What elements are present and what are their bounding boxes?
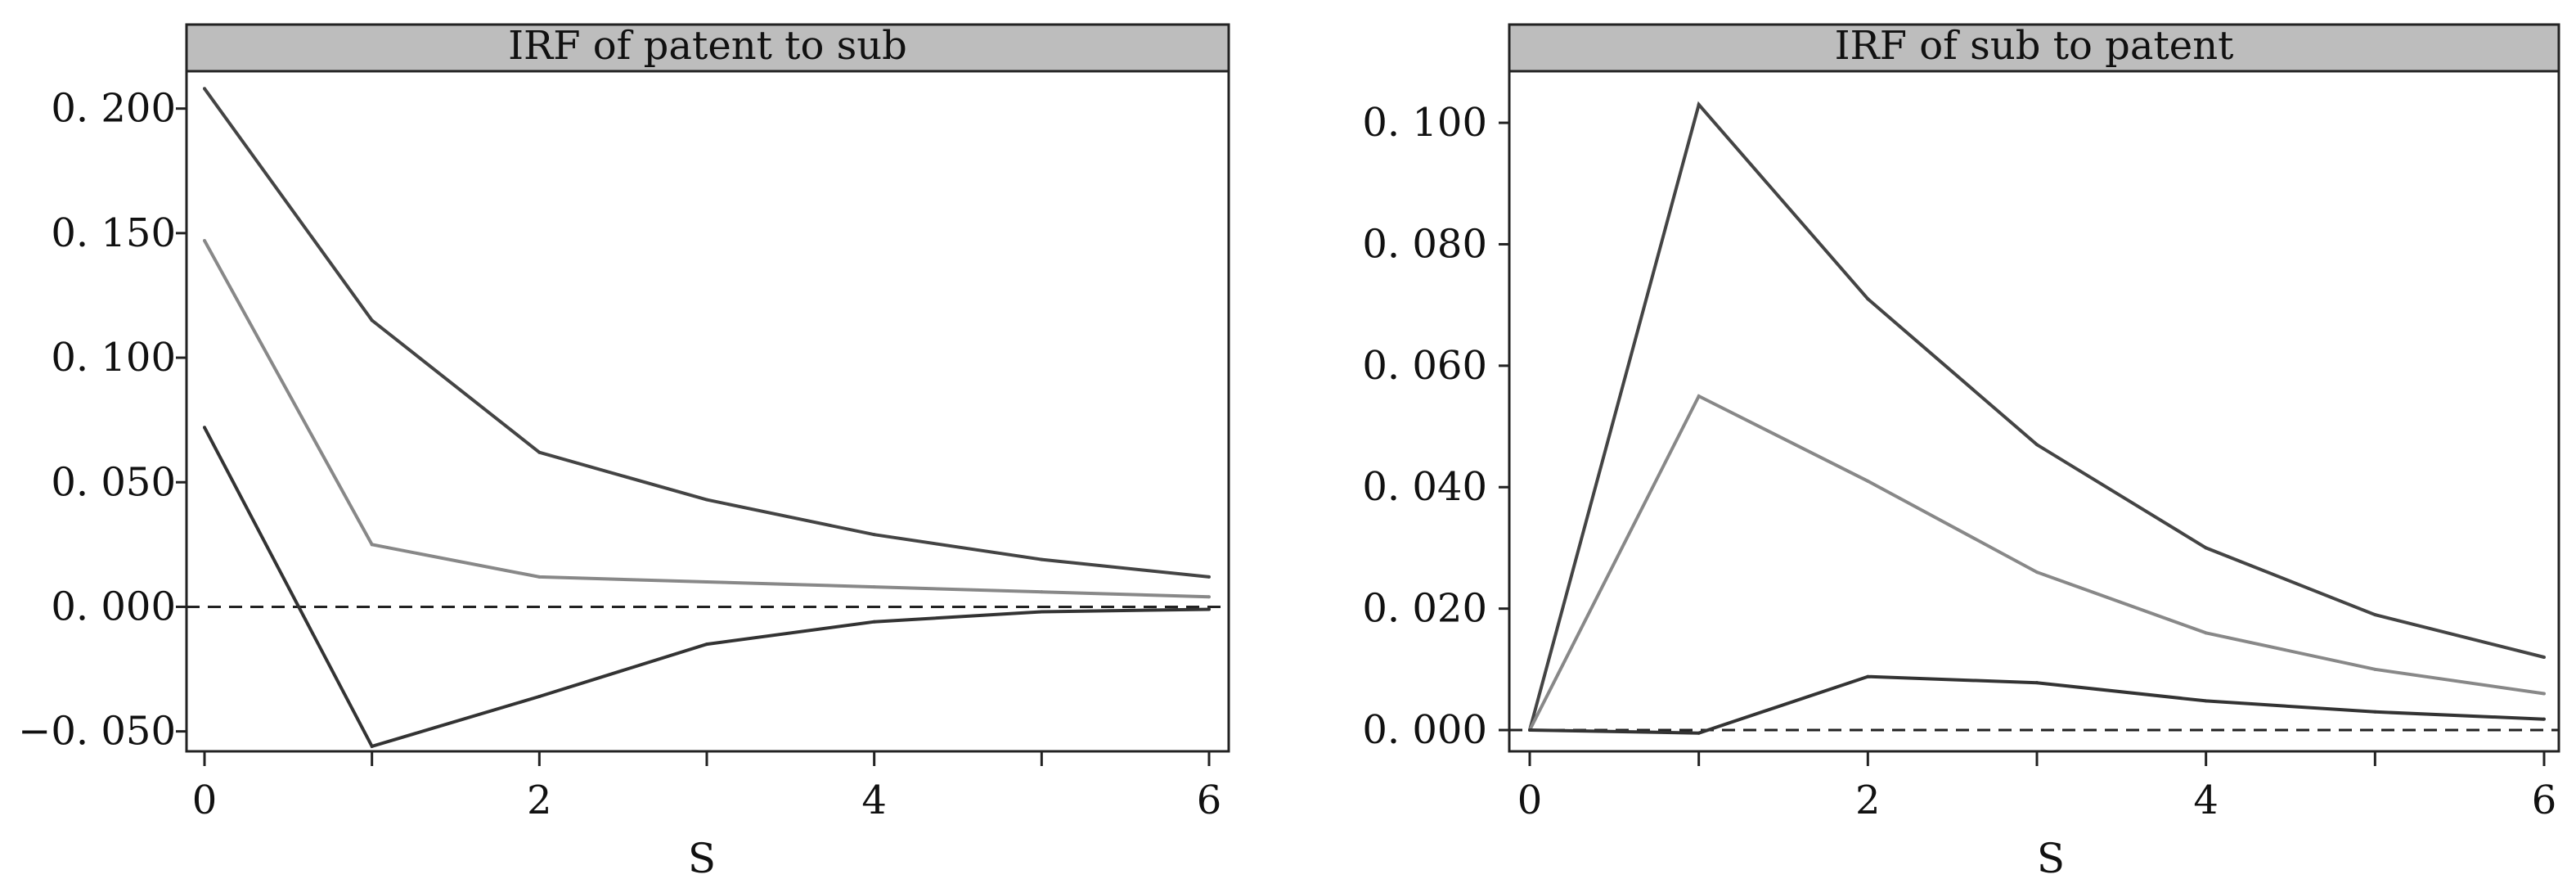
series-line-3	[1529, 674, 2545, 735]
y-tick-label: 0. 100	[1362, 100, 1487, 146]
chart-title: IRF of patent to sub	[508, 23, 907, 69]
series-3-point	[537, 695, 542, 699]
series-3-point	[2373, 710, 2377, 714]
series-3-point	[1207, 607, 1211, 611]
series-2-point	[2035, 570, 2039, 575]
chart-panel-1: IRF of patent to sub −0. 050 0. 000 0. 050 0…	[18, 23, 1230, 879]
series-2-point	[2204, 631, 2208, 635]
series-3-point	[2542, 717, 2546, 721]
series-line-2	[203, 240, 1210, 599]
plot-frame	[1508, 70, 2560, 753]
series-1-point	[203, 87, 206, 91]
y-tick-label: 0. 040	[1362, 464, 1487, 510]
y-tick-label: 0. 050	[51, 459, 176, 505]
x-tick-label: 2	[1855, 778, 1881, 823]
series-3-point	[2035, 681, 2039, 685]
y-tick-label: 0. 000	[51, 584, 176, 629]
series-3-point	[203, 426, 206, 430]
series-2-point	[2542, 692, 2546, 696]
series-1-point	[872, 533, 876, 537]
y-tick-label: 0. 150	[51, 210, 176, 256]
series-3-point	[872, 620, 876, 624]
series-3-point	[370, 744, 374, 748]
series-1-point	[370, 318, 374, 322]
series-3-point	[1528, 728, 1531, 732]
title-bar	[185, 23, 1230, 73]
series-2-point	[537, 575, 542, 579]
series-1-point	[705, 498, 708, 502]
y-tick-label: 0. 080	[1362, 221, 1487, 267]
y-tick-label: 0. 000	[1362, 707, 1487, 753]
series-2-point	[370, 543, 374, 547]
y-tick-label: 0. 200	[51, 86, 176, 132]
series-3-point	[1866, 674, 1870, 678]
series-1-point	[2204, 546, 2208, 550]
series-3-point	[705, 642, 708, 647]
series-line-1	[1528, 101, 2545, 731]
chart-title: IRF of sub to patent	[1835, 23, 2234, 69]
series-2-point	[1866, 479, 1870, 483]
series-1-point	[2542, 655, 2546, 659]
series-1-point	[1040, 557, 1044, 561]
series-3-point	[1040, 610, 1044, 614]
x-axis-label: S	[688, 835, 716, 879]
series-2-point	[872, 585, 876, 589]
x-tick-label: 0	[192, 778, 218, 823]
series-1-point	[2373, 613, 2377, 617]
series-2-point	[705, 580, 708, 584]
series-2-point	[203, 238, 206, 242]
series-1-point	[1207, 575, 1211, 579]
x-tick-label: 0	[1517, 778, 1543, 823]
series-2-point	[1040, 590, 1044, 594]
y-tick-label: 0. 020	[1362, 586, 1487, 632]
x-tick-label: 2	[527, 778, 552, 823]
series-2-point	[1207, 595, 1211, 599]
series-1-point	[2035, 443, 2039, 447]
y-tick-label: −0. 050	[18, 709, 176, 755]
x-tick-label: 6	[1197, 778, 1222, 823]
series-line-3	[203, 426, 1210, 749]
y-tick-label: 0. 060	[1362, 343, 1487, 389]
plot-frame	[185, 70, 1230, 753]
chart-panel-2: IRF of sub to patent 0. 000 0. 020 0. 040 0.…	[1362, 23, 2560, 879]
series-line-1	[203, 88, 1210, 579]
x-tick-label: 6	[2532, 778, 2557, 823]
series-3-point	[2204, 699, 2208, 703]
series-3-point	[1697, 731, 1701, 735]
x-tick-label: 4	[861, 778, 887, 823]
series-1-point	[1697, 102, 1701, 106]
y-tick-label: 0. 100	[51, 335, 176, 381]
series-1-point	[1866, 297, 1870, 301]
series-2-point	[2373, 667, 2377, 671]
series-1-point	[537, 450, 542, 454]
x-tick-label: 4	[2193, 778, 2219, 823]
series-2-point	[1697, 394, 1701, 398]
x-axis-label: S	[2037, 835, 2065, 879]
title-bar	[1508, 23, 2560, 73]
